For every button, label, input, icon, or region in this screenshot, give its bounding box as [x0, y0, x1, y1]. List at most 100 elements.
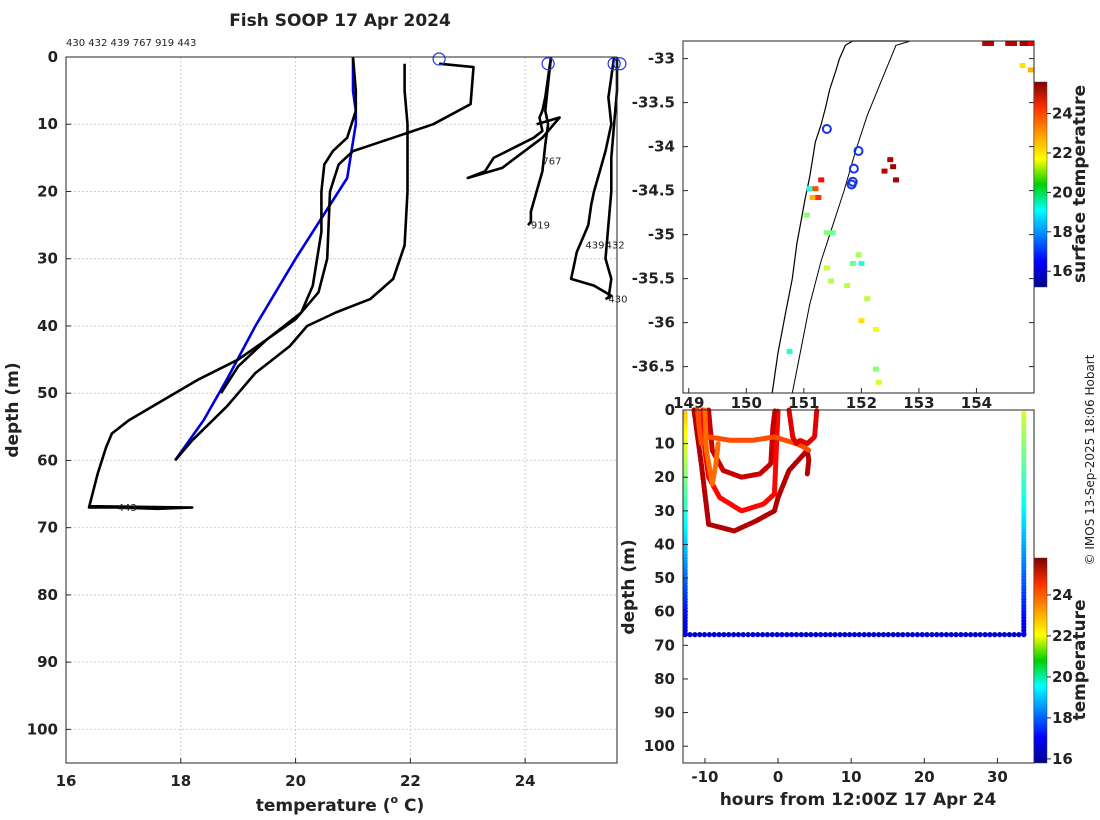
profile-y-tick-label: 90: [37, 653, 58, 671]
sst-colorbar-label: surface temperature: [1070, 85, 1090, 283]
sst-map-panel: 149 150 151 152 153 154 -33-33.5-34-34.5-35-3…: [632, 40, 1090, 412]
map-y-tick-label: -33.5: [632, 94, 675, 112]
profile-point-label: 432: [606, 241, 625, 252]
depth-time-y-tick-label: 20: [654, 468, 675, 486]
depth-time-sample: [726, 632, 732, 638]
profile-y-tick-label: 70: [37, 519, 58, 537]
profile-series-line-443: [87, 56, 358, 511]
depth-time-sample: [929, 632, 935, 638]
temperature-colorbar-ticks: 16 18 20 22 24: [1047, 586, 1073, 768]
profile-y-tick-label: 80: [37, 586, 58, 604]
temperature-colorbar-label: temperature: [1070, 599, 1090, 720]
depth-time-sample: [977, 632, 983, 638]
depth-time-sample: [793, 632, 800, 638]
depth-time-sample: [968, 632, 974, 638]
sst-patch: [1019, 41, 1026, 46]
profile-drop-marker: [613, 57, 627, 71]
map-x-tick-label: 150: [731, 394, 762, 412]
depth-time-sample: [706, 632, 713, 638]
sst-patch: [987, 41, 994, 46]
depth-time-axes-frame: [682, 409, 1035, 764]
depth-time-sample: [789, 632, 795, 638]
depth-time-x-tick-label: 10: [841, 768, 862, 786]
sst-colorbar-tick-label: 24: [1052, 105, 1073, 123]
depth-time-sample: [987, 632, 993, 638]
depth-time-sample: [992, 632, 998, 638]
profile-x-tick-labels: 16 18 20 22 24: [56, 758, 536, 790]
credit-text: © IMOS 13-Sep-2025 18:06 Hobart: [1083, 354, 1097, 565]
depth-time-sample: [740, 632, 746, 638]
profile-x-tick-label: 24: [515, 772, 536, 790]
sst-colorbar-tick-label: 22: [1052, 144, 1073, 162]
profile-point-labels: 767 919 439 432 430 443: [118, 157, 628, 514]
depth-time-y-tick-labels: 0 10 20 30 40 50 60 70 80 90 100: [644, 401, 688, 755]
depth-time-sample: [827, 632, 833, 638]
profile-header-ids: 430 432 439 767 919 443: [66, 38, 196, 49]
profile-y-tick-label: 30: [37, 250, 58, 268]
depth-time-sample: [813, 632, 819, 638]
depth-time-sample: [784, 632, 790, 638]
depth-time-sample: [808, 632, 814, 638]
depth-time-sample: [871, 632, 877, 638]
depth-time-y-axis-label: depth (m): [619, 539, 639, 634]
sst-patch: [818, 177, 825, 183]
depth-time-sample: [948, 632, 954, 638]
sst-colorbar-tick-label: 18: [1052, 223, 1073, 241]
sst-patch: [858, 318, 865, 324]
depth-time-sample: [1001, 632, 1008, 638]
sst-patch: [881, 168, 888, 174]
depth-time-sample: [963, 632, 969, 638]
map-y-tick-label: -35.5: [632, 270, 675, 288]
profile-y-tick-label: 50: [37, 384, 58, 402]
depth-time-sample: [750, 632, 756, 638]
depth-time-sample: [837, 632, 843, 638]
profile-axes-frame: [65, 56, 618, 764]
temperature-colorbar-tick-label: 20: [1052, 668, 1073, 686]
depth-time-sample: [798, 632, 804, 638]
sst-patch: [864, 296, 871, 302]
depth-time-sample: [890, 632, 896, 638]
profile-y-tick-labels: 0 10 20 30 40 50 60 70 80 90 100: [27, 48, 71, 738]
sst-patch: [806, 186, 813, 192]
depth-time-sample: [972, 632, 979, 638]
profile-drop-markers: [432, 52, 627, 71]
map-axes-frame: [682, 40, 1035, 394]
sst-patch: [849, 261, 856, 266]
map-x-tick-label: 149: [673, 394, 704, 412]
temperature-colorbar-tick-label: 24: [1052, 586, 1073, 604]
map-y-tick-label: -33: [648, 50, 675, 68]
depth-time-content: [682, 407, 1027, 638]
depth-time-sample: [721, 632, 727, 638]
profile-x-tick-label: 18: [170, 772, 191, 790]
sst-colorbar-tick-label: 20: [1052, 183, 1073, 201]
sst-patch: [1019, 63, 1026, 68]
depth-time-x-axis-label: hours from 12:00Z 17 Apr 24: [720, 790, 997, 810]
sst-patch: [1005, 41, 1012, 46]
depth-time-y-tick-label: 90: [654, 704, 675, 722]
depth-time-sample: [885, 632, 891, 638]
depth-time-sample: [861, 632, 867, 638]
depth-time-x-tick-label: 0: [773, 768, 783, 786]
sst-patch: [872, 327, 879, 332]
sst-patch: [1028, 41, 1034, 46]
depth-time-sample: [735, 632, 742, 638]
temperature-colorbar-tick-label: 16: [1052, 750, 1073, 768]
depth-time-y-tick-label: 70: [654, 636, 675, 654]
depth-time-sample: [905, 632, 911, 638]
depth-time-sample: [716, 632, 722, 638]
profile-y-axis-label: depth (m): [3, 362, 23, 457]
profile-y-tick-label: 100: [27, 720, 58, 738]
profile-drop-marker: [541, 57, 555, 71]
profile-series-line-432: [174, 63, 409, 462]
profile-point-label: 767: [542, 157, 561, 168]
depth-time-sample: [934, 632, 940, 638]
sst-patch: [809, 195, 816, 200]
sst-patch: [855, 252, 862, 258]
depth-time-panel: -10 0 10 20 30 0 10 20 30 40 50 60 70 80 90 100 hours …: [619, 401, 1090, 810]
profile-series-line-430: [219, 62, 475, 394]
map-y-tick-labels: -33 -33.5 -34 -34.5 -35 -35.5 -36 -36.5: [632, 50, 1034, 376]
map-y-tick-label: -36.5: [632, 358, 675, 376]
depth-time-sample: [924, 632, 930, 638]
map-x-tick-label: 151: [788, 394, 819, 412]
